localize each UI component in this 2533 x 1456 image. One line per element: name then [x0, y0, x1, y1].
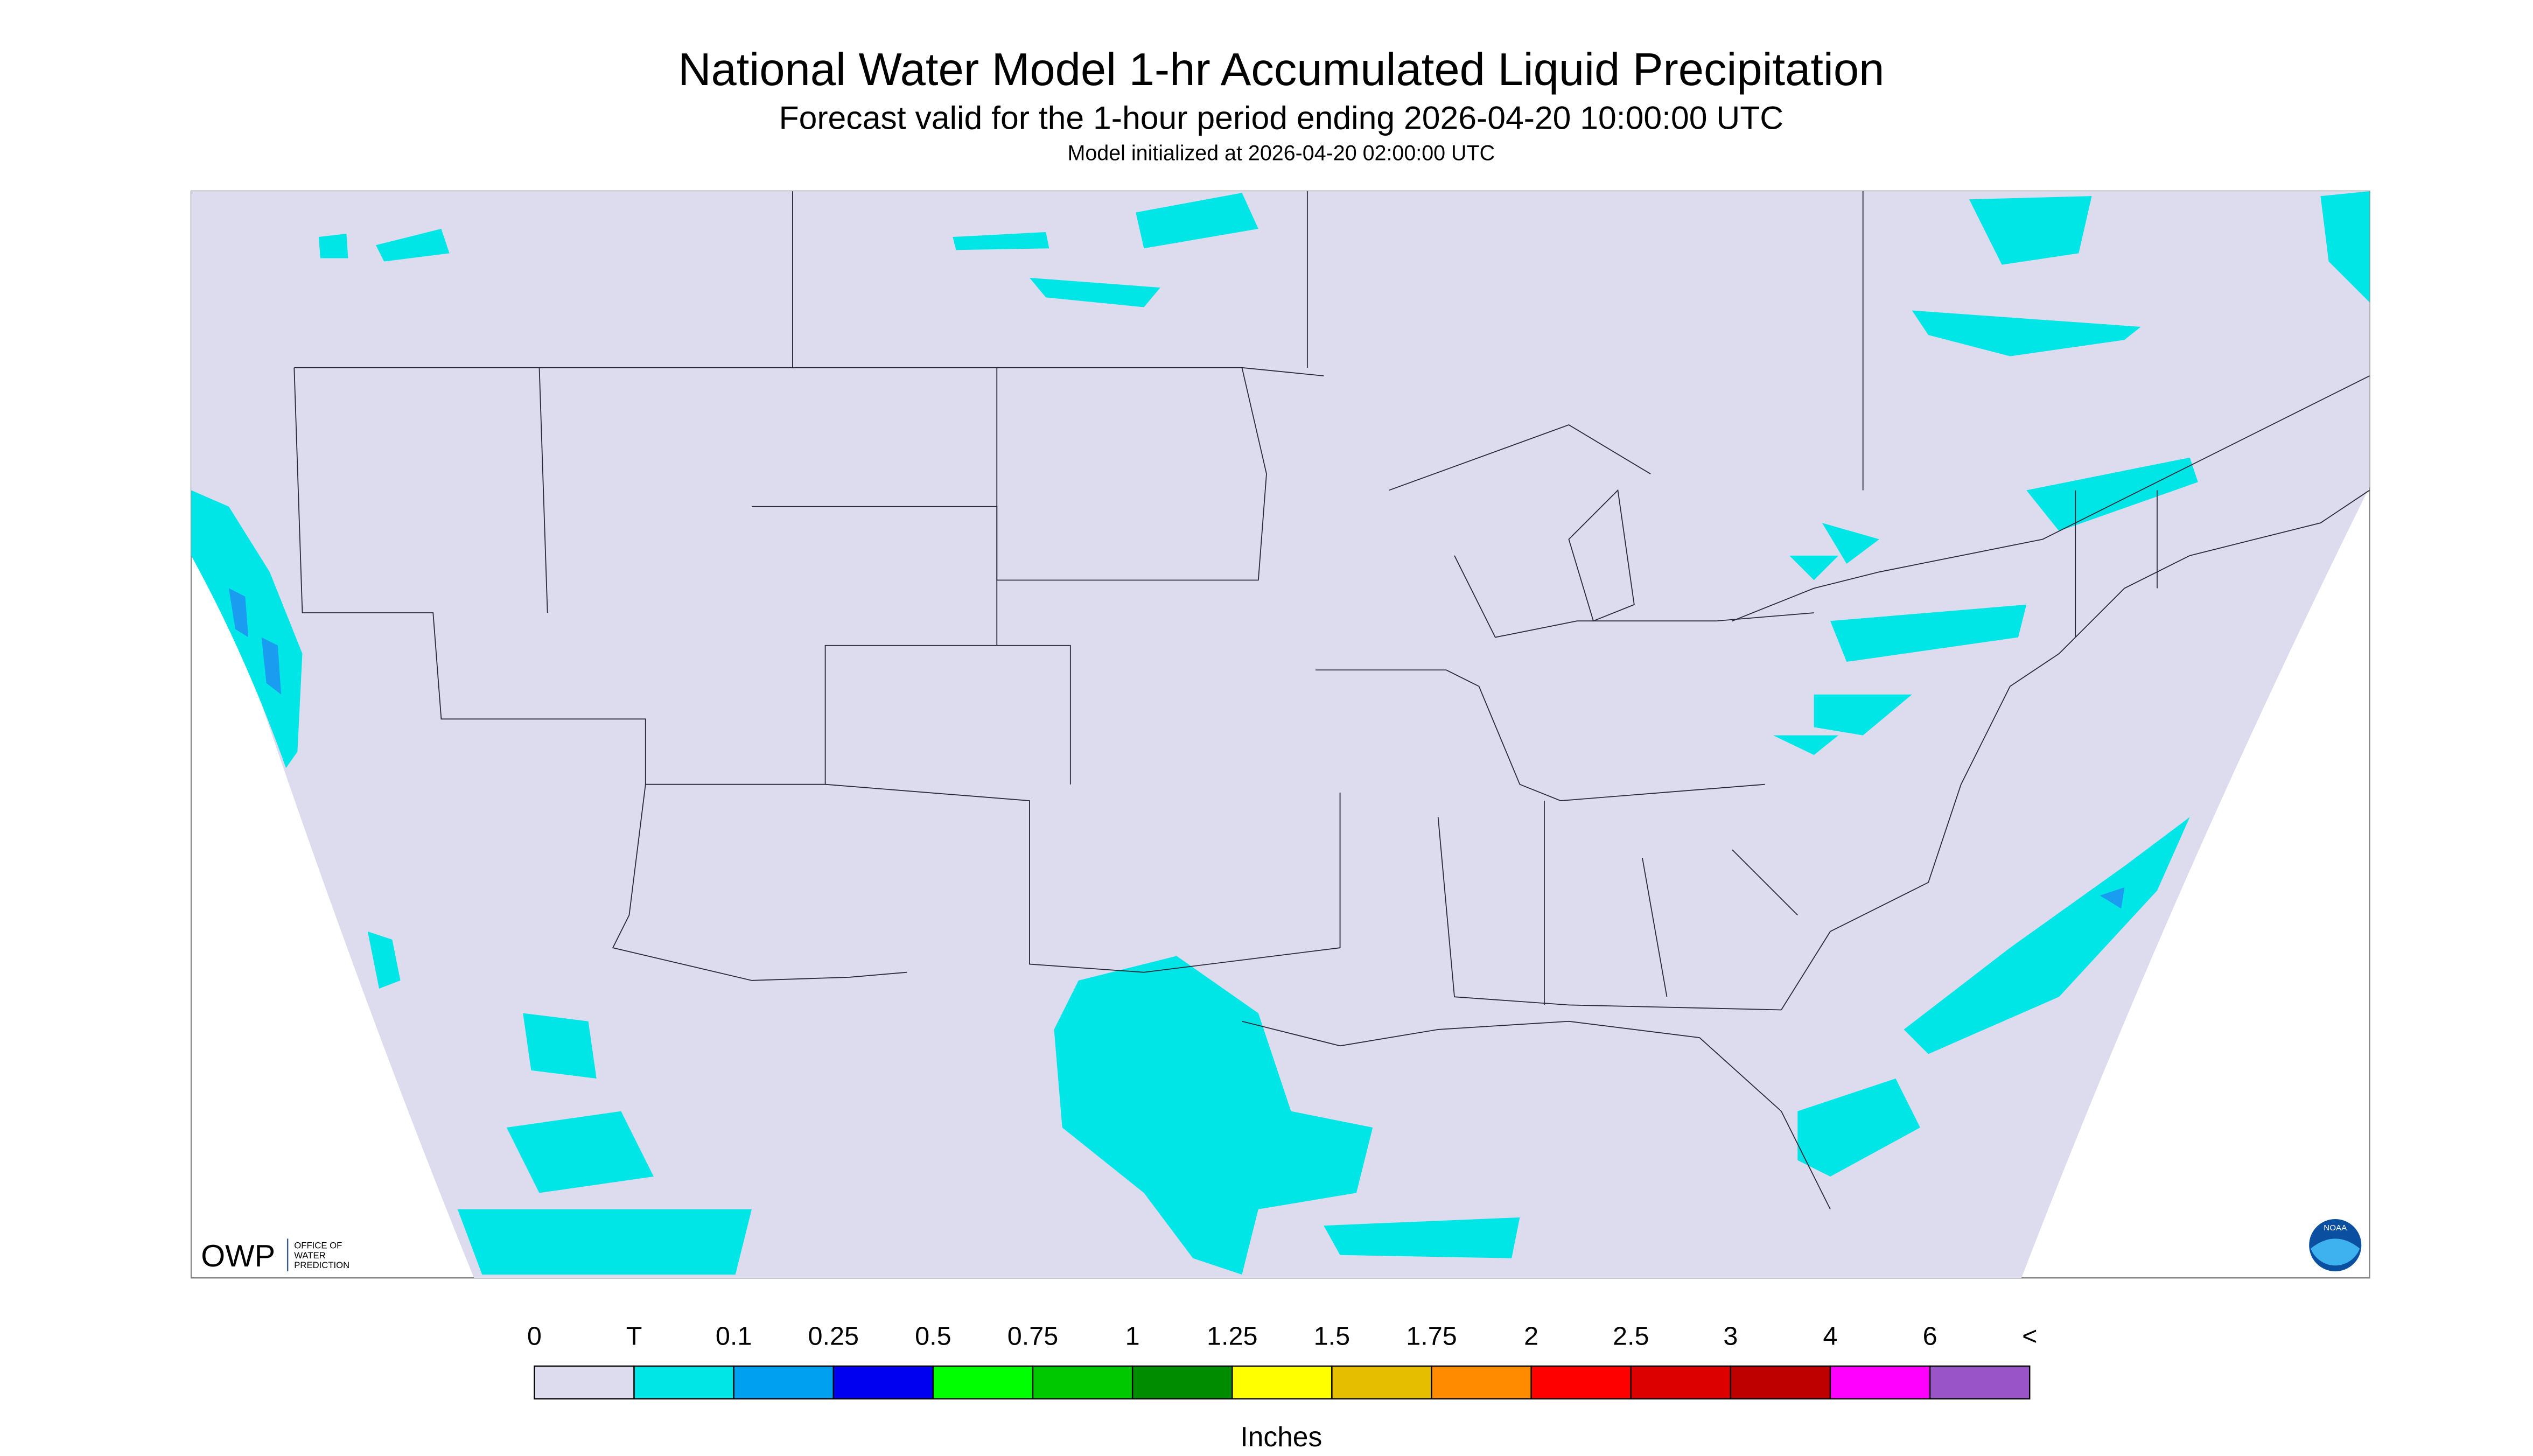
legend-swatch — [932, 1365, 1034, 1399]
owp-logo-line: WATER — [294, 1250, 325, 1261]
noaa-logo-text: NOAA — [2324, 1223, 2347, 1233]
legend-swatch — [1032, 1365, 1133, 1399]
legend-label: T — [626, 1322, 642, 1351]
legend-swatch — [832, 1365, 934, 1399]
legend-swatch — [1829, 1365, 1931, 1399]
boundaries — [293, 191, 2370, 1210]
legend-label: 3 — [1723, 1322, 1738, 1351]
legend-label: < — [2022, 1322, 2037, 1351]
legend: 0 T 0.1 0.25 0.5 0.75 1 1.25 1.5 1.75 2 2.5 3 4 6 < — [527, 1322, 2037, 1399]
owp-logo-line: OFFICE OF — [294, 1241, 342, 1251]
legend-label: 0.1 — [716, 1322, 752, 1351]
legend-label: 0.5 — [915, 1322, 951, 1351]
legend-label: 1.25 — [1207, 1322, 1258, 1351]
owp-logo: OWP — [201, 1239, 275, 1273]
precip-areas — [191, 191, 2370, 1275]
legend-swatch — [1231, 1365, 1333, 1399]
legend-swatch — [633, 1365, 734, 1399]
subtitle: Forecast valid for the 1-hour period end… — [779, 100, 1784, 136]
legend-swatch — [733, 1365, 834, 1399]
legend-swatch — [1530, 1365, 1632, 1399]
legend-label: 2 — [1524, 1322, 1538, 1351]
legend-label: 2.5 — [1613, 1322, 1649, 1351]
legend-label: 1.5 — [1314, 1322, 1351, 1351]
noaa-logo-wave — [2311, 1238, 2360, 1266]
owp-logo-line: PREDICTION — [294, 1260, 349, 1270]
legend-label: 1 — [1125, 1322, 1140, 1351]
legend-label: 0.25 — [808, 1322, 859, 1351]
legend-swatch — [1131, 1365, 1233, 1399]
model-domain — [191, 191, 2370, 1278]
legend-unit: Inches — [1240, 1421, 1322, 1452]
init-time: Model initialized at 2026-04-20 02:00:00… — [1068, 141, 1495, 165]
legend-label: 4 — [1823, 1322, 1838, 1351]
legend-swatch — [534, 1365, 635, 1399]
legend-label: 1.75 — [1406, 1322, 1457, 1351]
legend-swatch — [1331, 1365, 1432, 1399]
legend-swatch — [1730, 1365, 1831, 1399]
legend-label: 6 — [1923, 1322, 1937, 1351]
legend-swatch — [1431, 1365, 1532, 1399]
title: National Water Model 1-hr Accumulated Li… — [678, 44, 1884, 95]
map: OWP OFFICE OF WATER PREDICTION NOAA — [190, 190, 2370, 1279]
legend-swatch — [1630, 1365, 1732, 1399]
legend-swatch — [1929, 1365, 2031, 1399]
legend-label: 0 — [527, 1322, 542, 1351]
legend-label: 0.75 — [1007, 1322, 1058, 1351]
